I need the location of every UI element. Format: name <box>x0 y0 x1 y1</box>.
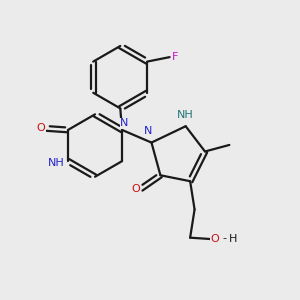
Text: NH: NH <box>48 158 65 168</box>
Text: -: - <box>223 234 227 244</box>
Text: H: H <box>228 234 237 244</box>
Text: O: O <box>210 234 219 244</box>
Text: O: O <box>36 124 45 134</box>
Text: N: N <box>144 126 153 136</box>
Text: F: F <box>172 52 178 62</box>
Text: NH: NH <box>177 110 194 120</box>
Text: N: N <box>120 118 129 128</box>
Text: O: O <box>131 184 140 194</box>
